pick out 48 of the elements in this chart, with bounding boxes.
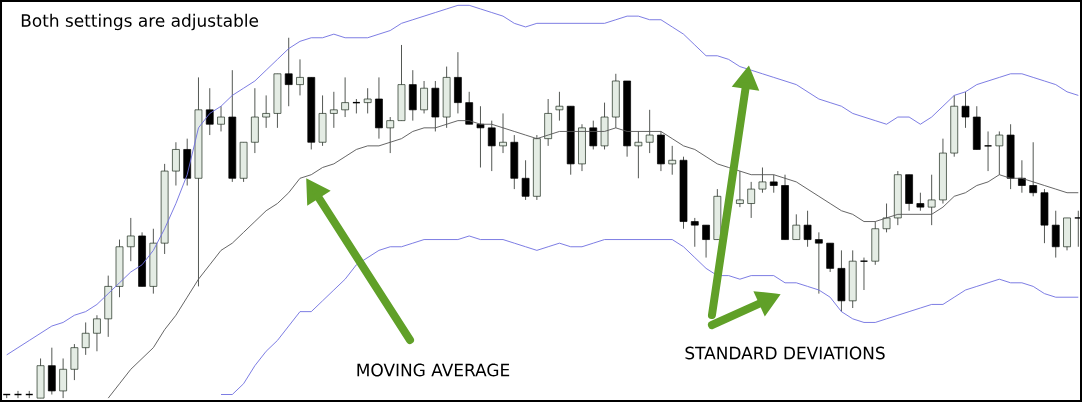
- candlestick: [702, 224, 710, 258]
- candlestick: [521, 159, 530, 201]
- candlestick: [93, 314, 101, 352]
- candlestick: [668, 145, 677, 176]
- candlestick: [803, 210, 812, 248]
- candlestick: [916, 192, 925, 212]
- candlestick: [1051, 210, 1060, 258]
- candlestick: [555, 91, 564, 122]
- candlestick: [792, 213, 801, 240]
- candlestick: [736, 170, 744, 208]
- candlestick: [262, 95, 270, 129]
- candlestick: [690, 217, 699, 248]
- annotation: STANDARD DEVIATIONS: [685, 346, 885, 360]
- candlestick: [70, 343, 79, 381]
- candlestick: [296, 58, 304, 96]
- annotation: MOVING AVERAGE: [357, 363, 510, 377]
- candlestick: [499, 113, 507, 154]
- candlestick: [1018, 159, 1026, 194]
- candlestick: [589, 120, 598, 150]
- candlestick: [487, 120, 496, 172]
- candlestick: [995, 131, 1004, 176]
- candlestick: [927, 174, 936, 226]
- candlestick: [205, 87, 214, 136]
- candlestick: [1029, 141, 1038, 197]
- candlestick: [81, 322, 90, 356]
- candlestick: [476, 105, 485, 168]
- candlestick: [284, 37, 293, 107]
- candlestick: [815, 231, 823, 295]
- candlestick: [758, 167, 767, 194]
- candlestick: [420, 80, 428, 114]
- candlestick: [217, 105, 225, 132]
- candlestick: [634, 131, 643, 179]
- candlestick: [859, 257, 869, 291]
- candlestick: [769, 174, 778, 194]
- text: Both settings are adjustable: [21, 13, 259, 31]
- candlestick: [172, 141, 180, 186]
- candlestick: [983, 131, 993, 172]
- candlestick: [961, 91, 970, 129]
- candlestick: [645, 109, 654, 154]
- candlestick: [59, 358, 67, 399]
- candlestick: [329, 91, 338, 129]
- candlestick: [465, 91, 474, 125]
- candlestick: [341, 76, 349, 118]
- candlestick: [363, 87, 372, 114]
- candlestick: [882, 203, 891, 233]
- candlestick: [747, 181, 756, 219]
- candlestick: [126, 217, 135, 262]
- candlestick: [386, 116, 395, 154]
